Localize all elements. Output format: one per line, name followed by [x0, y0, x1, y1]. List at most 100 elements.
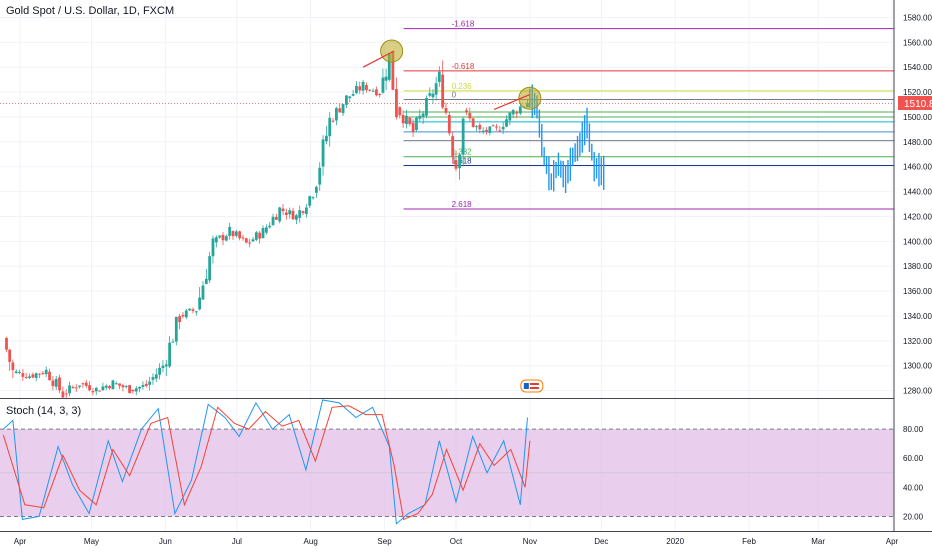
candle-body[interactable]: [428, 93, 432, 96]
candle-body[interactable]: [461, 118, 465, 155]
candle-body[interactable]: [51, 380, 55, 387]
candle-body[interactable]: [131, 389, 135, 392]
candle-body[interactable]: [158, 367, 162, 375]
candle-body[interactable]: [408, 117, 412, 125]
candle-body[interactable]: [168, 342, 172, 367]
candle-body[interactable]: [228, 226, 232, 236]
candle-body[interactable]: [298, 210, 302, 218]
candle-body[interactable]: [471, 118, 475, 127]
candle-body[interactable]: [64, 393, 68, 395]
candle-body[interactable]: [284, 212, 288, 216]
candle-body[interactable]: [174, 316, 178, 342]
candle-body[interactable]: [361, 82, 365, 91]
candle-body[interactable]: [114, 383, 118, 385]
candle-body[interactable]: [21, 373, 25, 377]
candle-body[interactable]: [191, 309, 195, 312]
candle-body[interactable]: [78, 385, 81, 387]
candle-body[interactable]: [421, 113, 425, 117]
candle-body[interactable]: [398, 107, 402, 116]
candle-body[interactable]: [138, 386, 142, 389]
candle-body[interactable]: [181, 314, 185, 317]
candle-body[interactable]: [184, 310, 188, 318]
candle-body[interactable]: [11, 362, 15, 371]
candle-body[interactable]: [58, 377, 61, 391]
candle-body[interactable]: [365, 85, 368, 91]
candle-body[interactable]: [111, 380, 115, 390]
candle-body[interactable]: [34, 373, 38, 378]
candle-body[interactable]: [264, 227, 268, 233]
candle-body[interactable]: [204, 278, 208, 284]
candle-body[interactable]: [238, 231, 242, 239]
candle-body[interactable]: [71, 386, 75, 388]
candle-body[interactable]: [281, 208, 285, 212]
candle-body[interactable]: [444, 108, 448, 113]
candle-body[interactable]: [108, 386, 111, 389]
candle-body[interactable]: [437, 71, 441, 83]
candle-body[interactable]: [244, 238, 248, 243]
candle-body[interactable]: [234, 231, 238, 236]
candle-body[interactable]: [128, 385, 131, 394]
candle-body[interactable]: [154, 374, 158, 379]
candle-body[interactable]: [395, 89, 398, 118]
divergence-trendline-top[interactable]: [362, 50, 395, 68]
candle-body[interactable]: [491, 125, 495, 127]
candle-body[interactable]: [221, 234, 225, 241]
candle-body[interactable]: [231, 231, 235, 237]
divergence-trendline-nov[interactable]: [493, 93, 531, 111]
candle-body[interactable]: [211, 238, 215, 257]
candle-body[interactable]: [141, 384, 145, 387]
candle-body[interactable]: [188, 308, 192, 311]
candle-body[interactable]: [261, 228, 265, 239]
candle-body[interactable]: [151, 377, 155, 380]
candle-body[interactable]: [345, 95, 348, 105]
candle-body[interactable]: [201, 285, 205, 300]
candle-body[interactable]: [258, 232, 262, 239]
candle-body[interactable]: [88, 385, 91, 391]
candle-body[interactable]: [358, 86, 362, 91]
candle-body[interactable]: [401, 115, 405, 124]
highlight-circle-nov[interactable]: [518, 86, 542, 110]
candle-body[interactable]: [121, 385, 125, 388]
candle-body[interactable]: [164, 364, 168, 367]
candle-body[interactable]: [405, 115, 408, 125]
candle-body[interactable]: [311, 197, 315, 199]
candle-body[interactable]: [8, 349, 12, 362]
annotations[interactable]: [362, 39, 544, 393]
stoch-title[interactable]: Stoch (14, 3, 3): [6, 405, 81, 417]
candle-body[interactable]: [381, 77, 385, 93]
candle-body[interactable]: [198, 297, 202, 310]
candle-body[interactable]: [387, 53, 391, 80]
candle-body[interactable]: [351, 94, 355, 96]
candle-body[interactable]: [14, 371, 18, 373]
candle-body[interactable]: [341, 104, 345, 114]
candle-body[interactable]: [391, 51, 395, 90]
candle-body[interactable]: [24, 376, 28, 379]
candle-body[interactable]: [488, 126, 492, 133]
candle-body[interactable]: [518, 106, 522, 114]
candle-body[interactable]: [411, 123, 415, 132]
candle-body[interactable]: [498, 130, 502, 132]
candle-body[interactable]: [384, 76, 388, 81]
candle-body[interactable]: [288, 210, 292, 215]
candle-body[interactable]: [418, 115, 422, 119]
candle-body[interactable]: [508, 112, 512, 121]
candle-body[interactable]: [91, 391, 95, 393]
candle-body[interactable]: [44, 369, 48, 375]
candle-body[interactable]: [271, 216, 275, 226]
candle-body[interactable]: [241, 237, 245, 239]
candle-body[interactable]: [468, 113, 472, 119]
candle-body[interactable]: [28, 376, 31, 378]
candle-body[interactable]: [68, 385, 71, 394]
candle-body[interactable]: [324, 135, 328, 142]
candle-body[interactable]: [5, 337, 8, 350]
candle-body[interactable]: [124, 386, 128, 388]
candle-body[interactable]: [425, 98, 428, 116]
candle-body[interactable]: [104, 385, 108, 388]
candle-body[interactable]: [447, 114, 451, 134]
candle-body[interactable]: [268, 225, 272, 228]
candle-body[interactable]: [61, 391, 65, 398]
candle-body[interactable]: [478, 124, 482, 130]
candle-body[interactable]: [161, 365, 165, 369]
